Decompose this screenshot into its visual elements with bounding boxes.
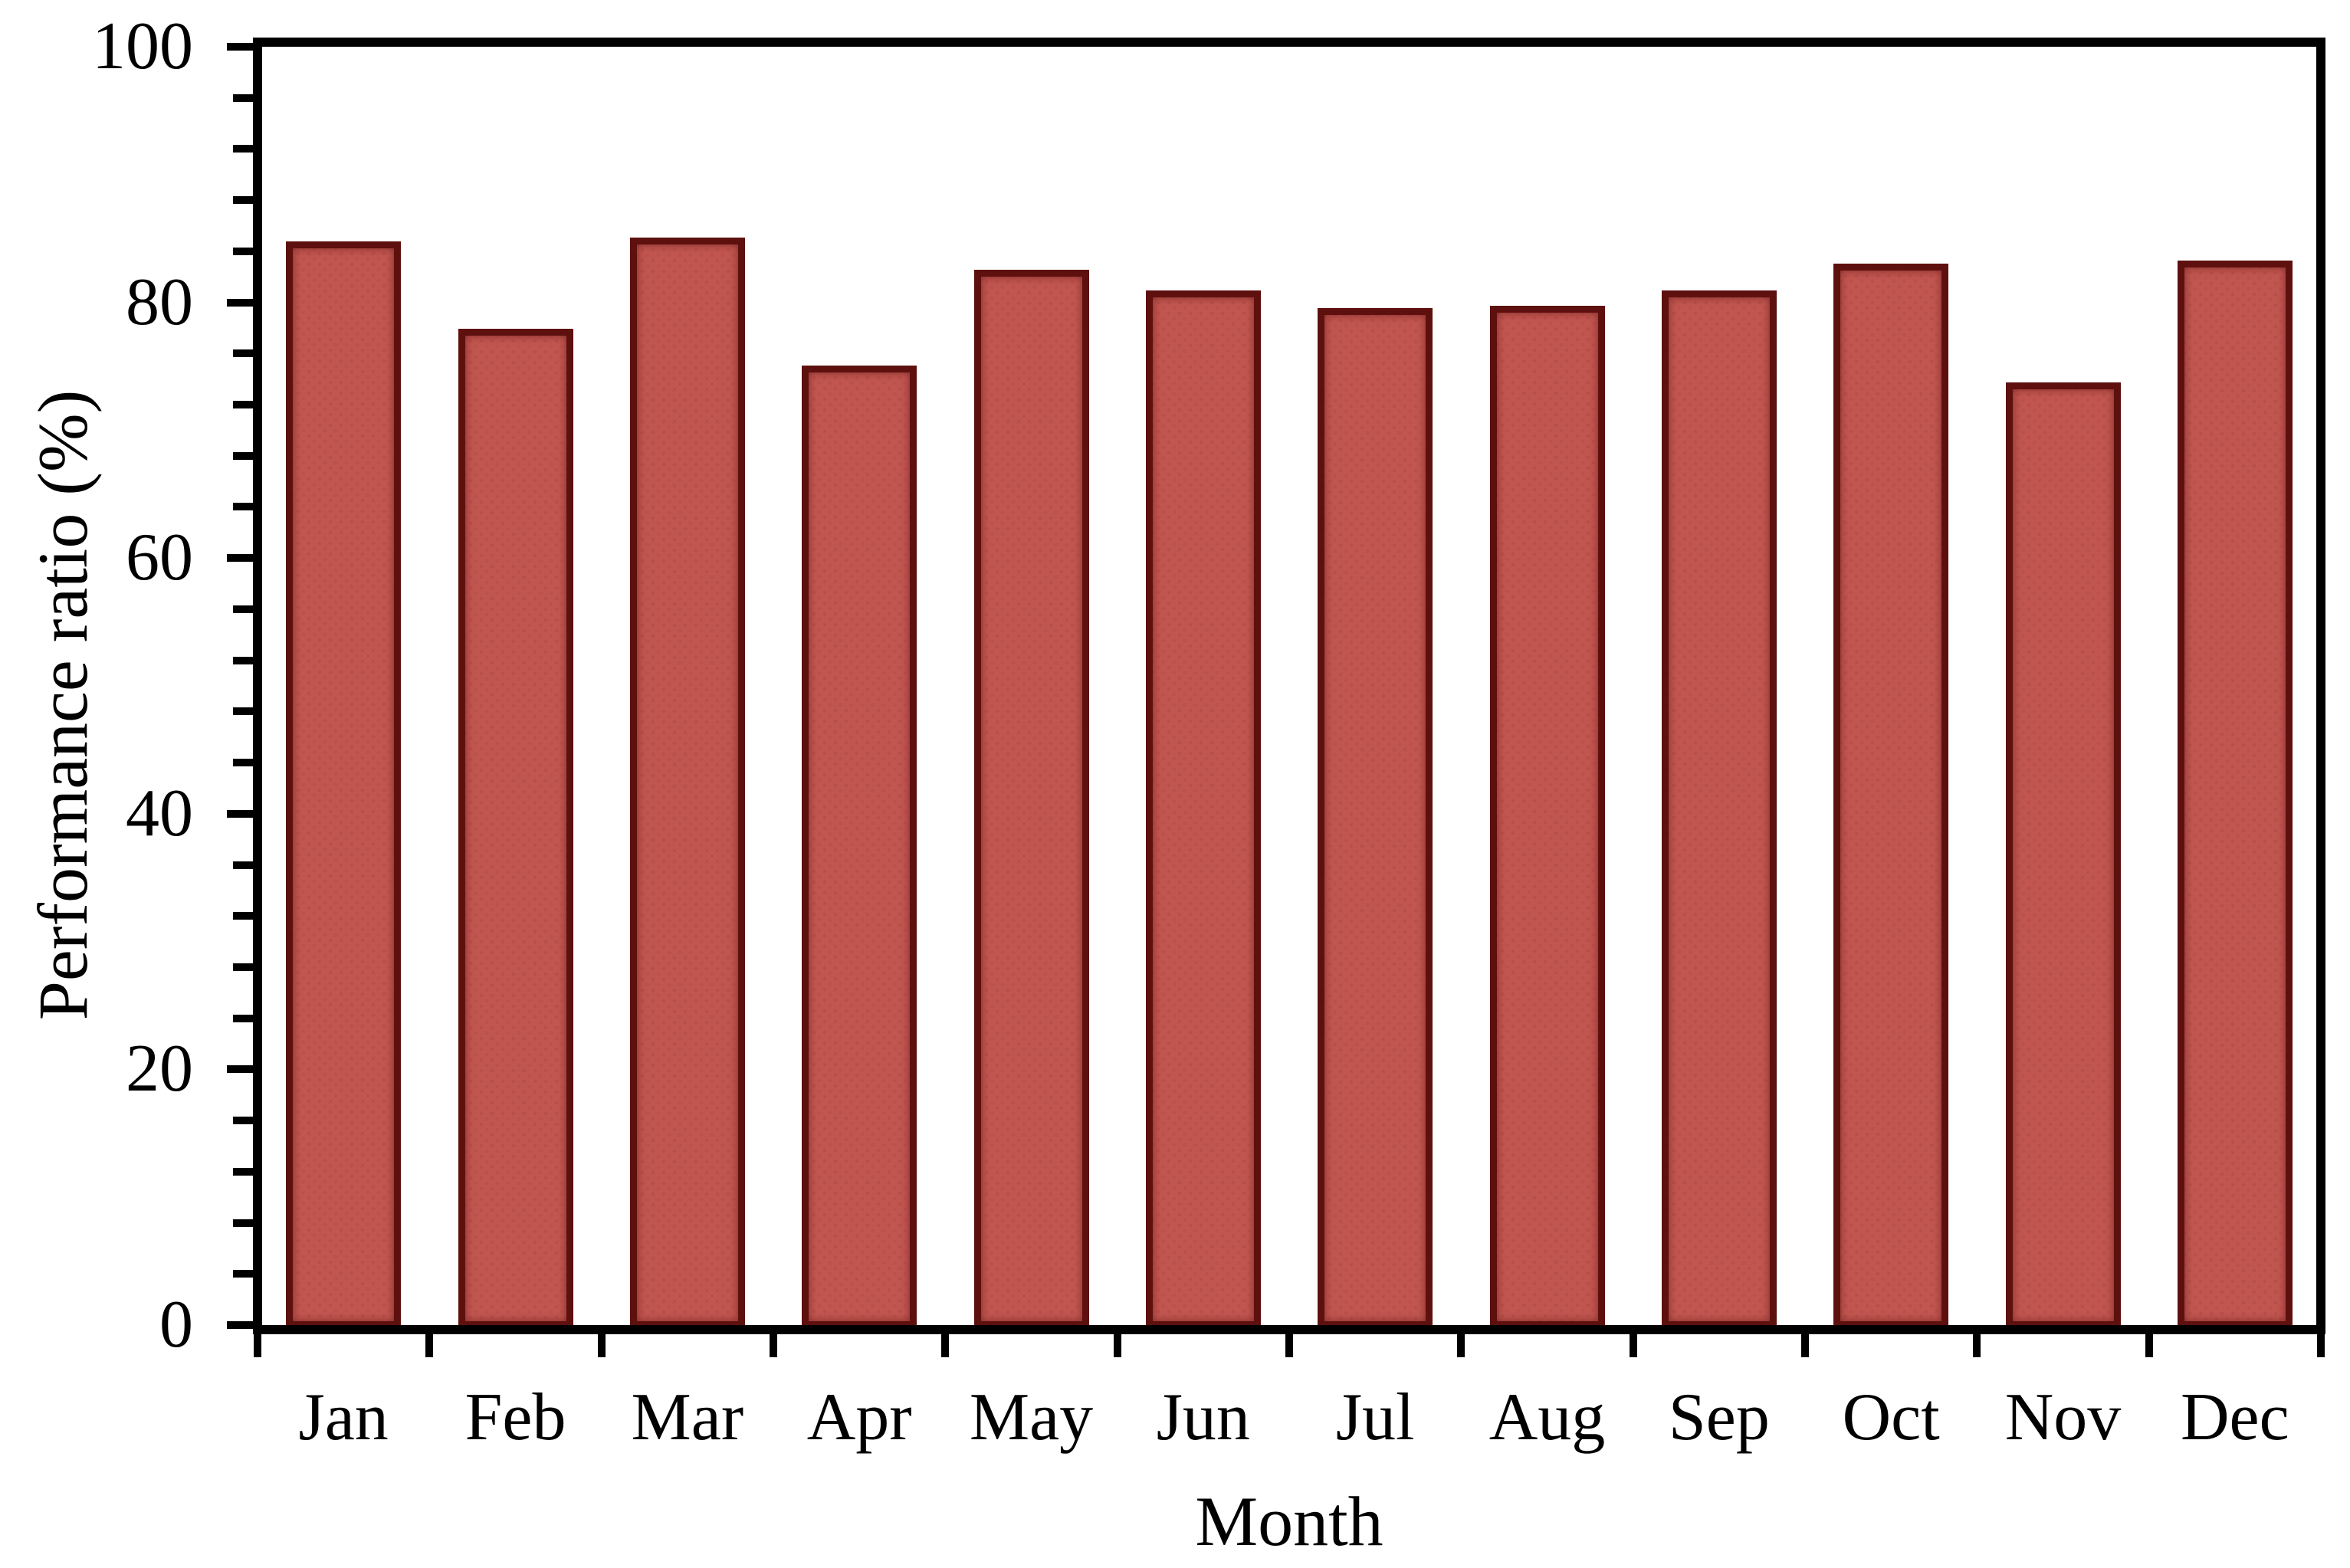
y-major-tick-60: [227, 554, 262, 563]
bar-jan: [286, 241, 402, 1328]
y-axis-title: Performance ratio (%): [24, 389, 102, 1021]
x-tick-4: [941, 1334, 950, 1357]
y-major-tick-80: [227, 298, 262, 307]
x-tick-label-may: May: [969, 1380, 1094, 1455]
y-tick-label-100: 100: [92, 9, 193, 84]
x-tick-10: [1973, 1334, 1981, 1357]
x-tick-label-jul: Jul: [1335, 1380, 1415, 1455]
x-tick-label-nov: Nov: [2004, 1380, 2122, 1455]
y-tick-label-60: 60: [126, 520, 193, 595]
y-tick-label-40: 40: [126, 776, 193, 851]
x-tick-label-sep: Sep: [1668, 1380, 1770, 1455]
x-tick-6: [1285, 1334, 1293, 1357]
x-tick-label-dec: Dec: [2180, 1380, 2289, 1455]
y-major-tick-0: [227, 1321, 262, 1329]
bar-feb: [458, 328, 573, 1328]
x-tick-label-mar: Mar: [631, 1380, 744, 1455]
bar-dec: [2177, 261, 2293, 1328]
y-minor-tick-16: [233, 1117, 262, 1125]
x-axis-title: Month: [1195, 1482, 1383, 1560]
bar-nov: [2005, 382, 2121, 1328]
y-minor-tick-96: [233, 93, 262, 102]
x-tick-label-jun: Jun: [1156, 1380, 1250, 1455]
x-tick-label-oct: Oct: [1842, 1380, 1940, 1455]
y-minor-tick-76: [233, 349, 262, 358]
x-tick-0: [254, 1334, 261, 1357]
y-minor-tick-12: [233, 1167, 262, 1176]
bar-apr: [802, 365, 917, 1328]
x-tick-9: [1801, 1334, 1809, 1357]
x-tick-5: [1113, 1334, 1121, 1357]
x-tick-11: [2145, 1334, 2153, 1357]
y-minor-tick-56: [233, 605, 262, 613]
y-minor-tick-24: [233, 1014, 262, 1022]
y-tick-label-0: 0: [159, 1288, 193, 1362]
x-tick-label-jan: Jan: [298, 1380, 389, 1455]
y-minor-tick-64: [233, 503, 262, 511]
bar-mar: [629, 238, 745, 1328]
bar-sep: [1661, 290, 1777, 1328]
y-major-tick-20: [227, 1065, 262, 1074]
y-minor-tick-4: [233, 1270, 262, 1278]
x-tick-3: [770, 1334, 777, 1357]
y-major-tick-40: [227, 809, 262, 818]
y-minor-tick-52: [233, 656, 262, 664]
x-tick-2: [597, 1334, 606, 1357]
y-minor-tick-32: [233, 912, 262, 920]
y-minor-tick-8: [233, 1219, 262, 1227]
bar-jul: [1318, 307, 1433, 1328]
y-major-tick-100: [227, 43, 262, 51]
bar-oct: [1833, 263, 1949, 1328]
x-tick-label-apr: Apr: [806, 1380, 912, 1455]
x-tick-1: [425, 1334, 434, 1357]
y-minor-tick-68: [233, 451, 262, 460]
bar-aug: [1489, 305, 1605, 1328]
y-minor-tick-48: [233, 707, 262, 716]
y-minor-tick-36: [233, 861, 262, 869]
y-minor-tick-44: [233, 759, 262, 767]
bar-jun: [1145, 290, 1261, 1328]
y-minor-tick-88: [233, 196, 262, 205]
y-minor-tick-84: [233, 247, 262, 255]
y-minor-tick-28: [233, 963, 262, 971]
y-minor-tick-92: [233, 145, 262, 153]
x-tick-label-aug: Aug: [1488, 1380, 1606, 1455]
y-tick-label-80: 80: [126, 264, 193, 340]
x-tick-8: [1629, 1334, 1637, 1357]
x-tick-label-feb: Feb: [464, 1380, 566, 1455]
x-tick-12: [2317, 1334, 2325, 1357]
x-tick-7: [1457, 1334, 1465, 1357]
bar-may: [973, 269, 1089, 1328]
y-tick-label-20: 20: [126, 1032, 193, 1107]
y-minor-tick-72: [233, 401, 262, 409]
